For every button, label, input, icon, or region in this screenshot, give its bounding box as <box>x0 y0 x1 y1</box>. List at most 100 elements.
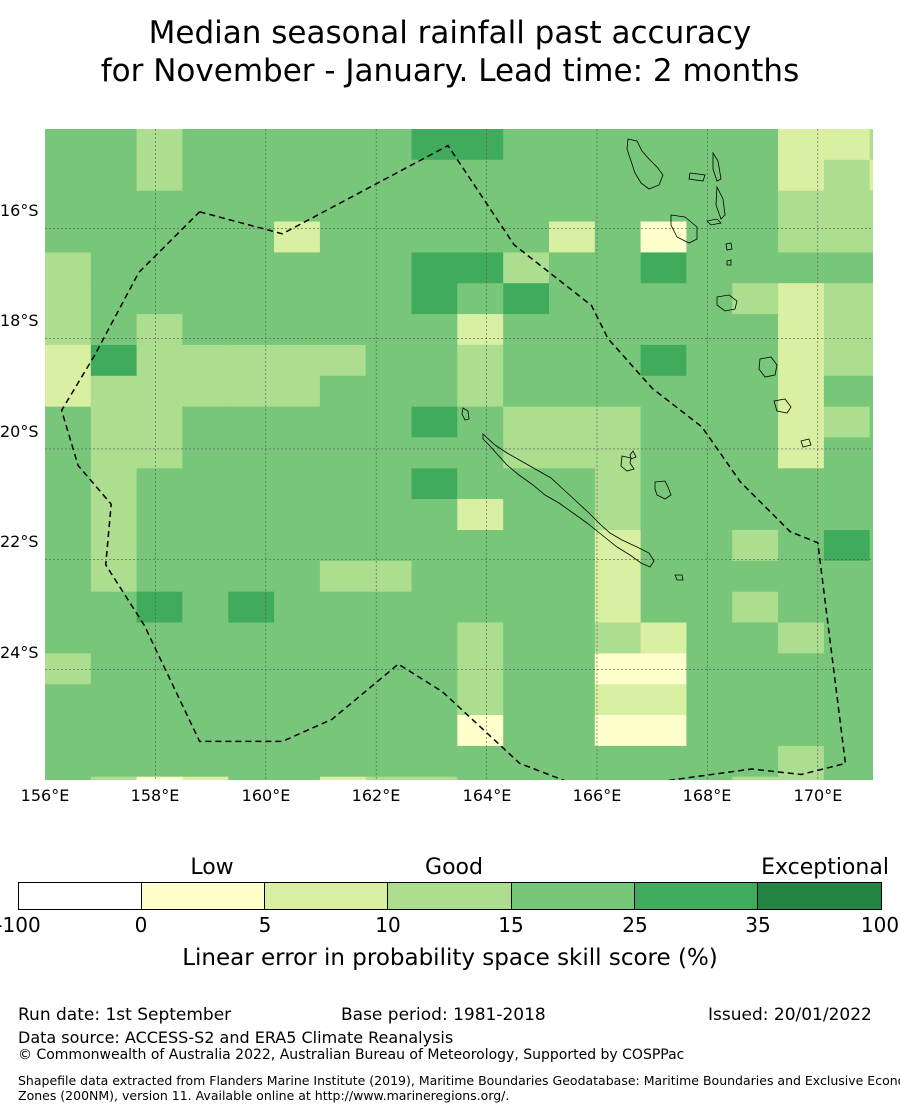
lat-label-18s: 18°S <box>0 311 39 330</box>
skill-cell <box>411 499 458 531</box>
skill-cell <box>732 344 779 377</box>
skill-cell <box>594 129 642 161</box>
skill-cell <box>778 375 825 408</box>
graticule <box>45 129 873 780</box>
skill-cell <box>411 406 458 438</box>
skill-cell <box>365 437 413 469</box>
lon-label-160e: 160°E <box>241 786 291 805</box>
skill-cell <box>457 437 504 469</box>
skill-cell <box>503 190 550 223</box>
skill-cell <box>869 499 873 531</box>
skill-cell <box>45 684 92 716</box>
vanuatu-epi <box>725 242 733 251</box>
skill-cell <box>823 530 871 562</box>
skill-cell <box>869 468 873 500</box>
skill-cell <box>45 221 92 253</box>
skill-cell <box>274 715 321 747</box>
skill-cell <box>45 560 92 593</box>
skill-cell <box>90 468 138 500</box>
isle-of-pines <box>674 574 684 581</box>
skill-cell <box>732 745 779 778</box>
skill-cell <box>45 591 92 624</box>
skill-cell <box>594 622 642 654</box>
skill-cell <box>457 252 504 284</box>
vanuatu-maewo <box>712 151 722 182</box>
skill-cell <box>411 375 458 408</box>
shapefile-credit-line-1: Shapefile data extracted from Flanders M… <box>18 1073 900 1088</box>
skill-cell <box>411 159 458 192</box>
skill-cell <box>594 159 642 192</box>
skill-cell <box>411 591 458 624</box>
skill-cell <box>778 314 825 346</box>
skill-cell <box>45 314 92 346</box>
skill-cell <box>274 745 321 778</box>
skill-cell <box>778 159 825 192</box>
copyright: © Commonwealth of Australia 2022, Austra… <box>18 1047 685 1063</box>
skill-cell <box>823 252 871 284</box>
skill-cell <box>182 437 229 469</box>
skill-cell <box>869 252 873 284</box>
skill-cell <box>732 252 779 284</box>
skill-cell <box>90 622 138 654</box>
skill-cell <box>503 344 550 377</box>
colorbar-segment <box>634 883 759 909</box>
skill-cell <box>45 622 92 654</box>
skill-cell <box>549 530 596 562</box>
skill-cell <box>640 344 687 377</box>
skill-cell <box>228 437 275 469</box>
skill-cell <box>640 283 687 315</box>
skill-cell <box>90 375 138 408</box>
skill-cell <box>136 221 183 253</box>
lon-label-162e: 162°E <box>351 786 401 805</box>
skill-cell <box>457 591 504 624</box>
skill-cell <box>411 283 458 315</box>
skill-cell <box>549 591 596 624</box>
skill-cell <box>365 530 413 562</box>
skill-cell <box>274 344 321 377</box>
skill-cell <box>319 375 367 408</box>
skill-cell <box>365 283 413 315</box>
skill-cell <box>640 159 687 192</box>
skill-cell <box>274 622 321 654</box>
skill-cell <box>182 499 229 531</box>
skill-cell <box>411 252 458 284</box>
loyalty-islands-ouvea <box>629 450 637 460</box>
skill-cell <box>182 252 229 284</box>
skill-cell <box>640 406 687 438</box>
skill-cell <box>503 745 550 778</box>
skill-cell <box>90 437 138 469</box>
skill-cell <box>732 560 779 593</box>
skill-cell <box>319 252 367 284</box>
skill-cell <box>594 314 642 346</box>
skill-cell <box>686 190 733 223</box>
skill-cell <box>549 190 596 223</box>
skill-cell <box>274 252 321 284</box>
skill-cell <box>869 314 873 346</box>
colorbar-segment <box>265 883 389 909</box>
skill-cell <box>686 776 733 780</box>
skill-cell <box>136 468 183 500</box>
skill-cell <box>869 221 873 253</box>
skill-cell <box>732 499 779 531</box>
skill-cell <box>90 344 138 377</box>
skill-cell <box>869 684 873 716</box>
skill-cell <box>640 221 687 253</box>
skill-cell <box>457 159 504 192</box>
vanuatu-efate <box>716 294 738 312</box>
skill-cell <box>778 530 825 562</box>
skill-cell <box>640 468 687 500</box>
skill-cell <box>732 283 779 315</box>
skill-cell <box>503 252 550 284</box>
vanuatu-ambrym <box>706 218 722 226</box>
skill-cell <box>136 715 183 747</box>
skill-cell <box>640 437 687 469</box>
skill-cell <box>594 684 642 716</box>
skill-cell <box>869 745 873 778</box>
skill-cell <box>136 591 183 624</box>
skill-cell <box>136 314 183 346</box>
skill-cell <box>549 560 596 593</box>
colorbar-label: Linear error in probability space skill … <box>182 945 718 971</box>
vanuatu-tanna <box>773 398 792 414</box>
lat-label-20s: 20°S <box>0 422 39 441</box>
skill-cell <box>686 314 733 346</box>
